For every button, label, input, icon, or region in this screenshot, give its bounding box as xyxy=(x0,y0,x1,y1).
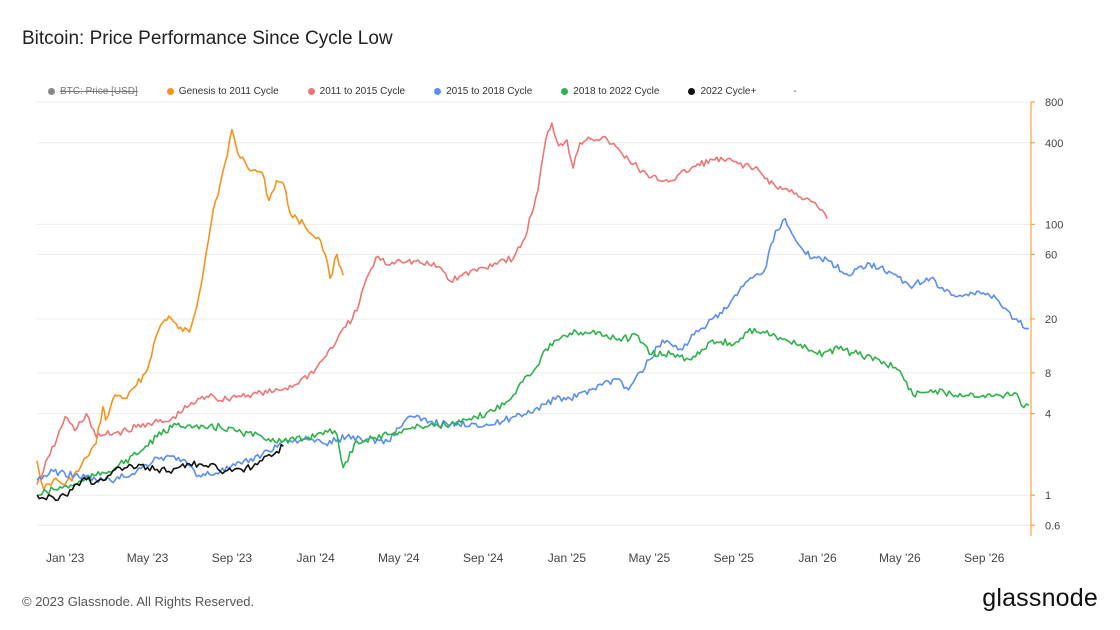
legend-item-0[interactable]: BTC: Price [USD] xyxy=(48,86,138,97)
y-tick-label: 800 xyxy=(1045,97,1063,109)
copyright-footer: © 2023 Glassnode. All Rights Reserved. xyxy=(22,594,255,609)
series-line-2 xyxy=(36,217,1029,484)
x-tick-label: Jan '24 xyxy=(297,551,336,565)
y-tick-label: 4 xyxy=(1045,409,1051,421)
x-tick-label: May '23 xyxy=(127,551,169,565)
legend-label: BTC: Price [USD] xyxy=(60,86,138,97)
legend-dot xyxy=(166,88,174,95)
legend-label: Genesis to 2011 Cycle xyxy=(178,86,279,97)
x-tick-label: May '25 xyxy=(628,551,670,565)
x-tick-label: Jan '23 xyxy=(46,551,85,565)
legend-item-2[interactable]: 2011 to 2015 Cycle xyxy=(307,86,406,97)
y-tick-label: 400 xyxy=(1045,138,1063,150)
y-tick-label: 20 xyxy=(1045,314,1057,326)
y-tick-label: 8 xyxy=(1045,368,1051,380)
y-tick-label: 0.6 xyxy=(1045,520,1060,532)
x-tick-label: Jan '25 xyxy=(548,551,587,565)
x-tick-label: Jan '26 xyxy=(798,551,837,565)
legend-label: 2011 to 2015 Cycle xyxy=(319,86,406,97)
y-tick-label: 1 xyxy=(1045,490,1051,502)
legend-dot xyxy=(48,88,55,95)
legend-dot xyxy=(434,88,442,95)
legend-item-5[interactable]: 2022 Cycle+ xyxy=(688,86,756,97)
x-tick-label: Sep '26 xyxy=(964,551,1005,565)
legend-item-4[interactable]: 2018 to 2022 Cycle xyxy=(561,86,659,97)
legend-extra: - xyxy=(793,86,797,97)
legend-dot xyxy=(307,88,315,95)
legend: BTC: Price [USD] Genesis to 2011 Cycle 201… xyxy=(48,86,797,97)
series-line-1 xyxy=(36,122,828,485)
x-tick-label: Sep '23 xyxy=(212,551,253,565)
series-line-4 xyxy=(36,443,284,502)
legend-dot xyxy=(688,88,696,95)
y-axis-ticks: 800 400 100 60 20 8 4 1 0.6 xyxy=(1031,97,1063,532)
x-axis-ticks: Jan '23 May '23 Sep '23 Jan '24 May '24 Sep '… xyxy=(46,551,1005,565)
legend-label: 2015 to 2018 Cycle xyxy=(446,86,533,97)
x-tick-label: May '24 xyxy=(378,551,420,565)
series-line-3 xyxy=(36,327,1030,496)
glassnode-logo[interactable]: glassnode xyxy=(982,584,1098,612)
series-line-0 xyxy=(36,128,344,491)
chart-title: Bitcoin: Price Performance Since Cycle L… xyxy=(22,28,393,49)
x-tick-label: Sep '25 xyxy=(714,551,755,565)
legend-label: 2022 Cycle+ xyxy=(700,86,757,97)
series-lines xyxy=(36,122,1030,502)
y-tick-label: 60 xyxy=(1045,249,1057,261)
legend-dot xyxy=(561,88,569,95)
y-tick-label: 100 xyxy=(1045,219,1063,231)
x-tick-label: Sep '24 xyxy=(463,551,504,565)
legend-item-1[interactable]: Genesis to 2011 Cycle xyxy=(166,86,279,97)
grid xyxy=(37,101,1031,526)
legend-item-3[interactable]: 2015 to 2018 Cycle xyxy=(434,86,532,97)
x-tick-label: May '26 xyxy=(879,551,921,565)
legend-label: 2018 to 2022 Cycle xyxy=(573,86,660,97)
